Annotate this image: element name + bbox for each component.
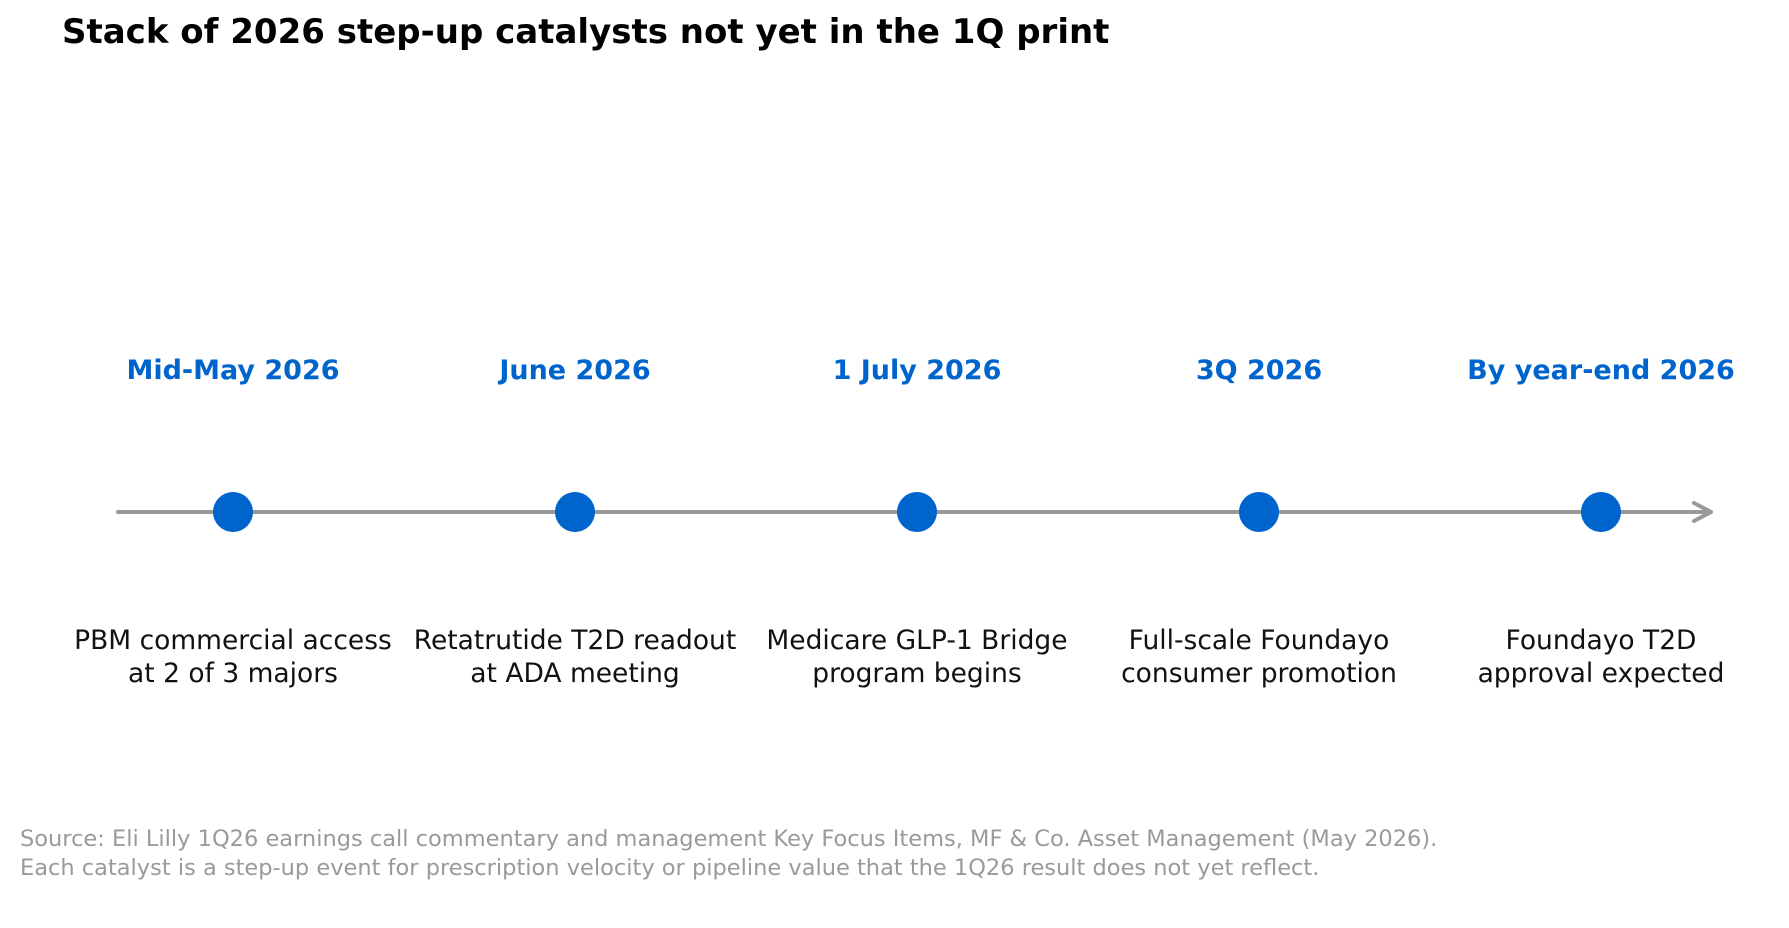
- event-description-line: at 2 of 3 majors: [128, 658, 338, 689]
- event-date-label: Mid-May 2026: [126, 355, 339, 386]
- event-marker: [897, 492, 937, 532]
- event-description-line: Foundayo T2D: [1506, 625, 1697, 656]
- event-description-line: Retatrutide T2D readout: [414, 625, 737, 656]
- event-description-line: PBM commercial access: [74, 625, 392, 656]
- page-title: Stack of 2026 step-up catalysts not yet …: [62, 12, 1110, 52]
- event-marker: [213, 492, 253, 532]
- event-marker: [555, 492, 595, 532]
- event-description-line: program begins: [812, 658, 1021, 689]
- event-date-label: 3Q 2026: [1196, 355, 1322, 386]
- event-description-line: Full-scale Foundayo: [1129, 625, 1390, 656]
- timeline-arrow-head: [1692, 501, 1713, 523]
- event-marker: [1581, 492, 1621, 532]
- event-date-label: 1 July 2026: [833, 355, 1002, 386]
- event-description-line: Medicare GLP-1 Bridge: [766, 625, 1067, 656]
- event-description-line: approval expected: [1478, 658, 1725, 689]
- event-date-label: June 2026: [497, 355, 650, 386]
- source-note: Source: Eli Lilly 1Q26 earnings call com…: [20, 826, 1438, 881]
- event-marker: [1239, 492, 1279, 532]
- timeline-event: 1 July 2026 Medicare GLP-1 Bridgeprogram …: [766, 355, 1067, 689]
- event-description-line: consumer promotion: [1121, 658, 1397, 689]
- event-date-label: By year-end 2026: [1467, 355, 1735, 386]
- event-description-line: at ADA meeting: [470, 658, 679, 689]
